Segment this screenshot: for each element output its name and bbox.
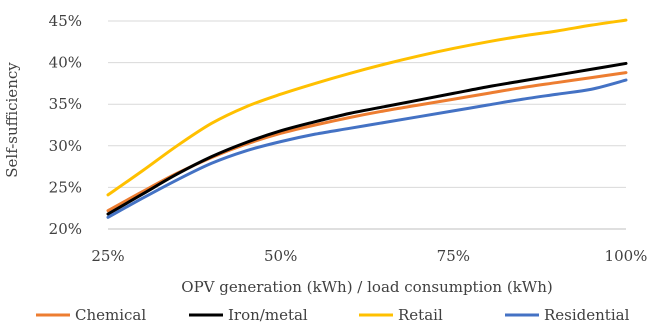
legend: Chemical Iron/metal Retail Residential (36, 306, 630, 324)
y-tick-label: 25% (49, 178, 82, 196)
y-tick-label: 45% (49, 12, 82, 30)
legend-label-iron-metal: Iron/metal (228, 306, 308, 324)
gridlines (108, 20, 626, 230)
y-tick-label: 20% (49, 220, 82, 238)
x-tick-label: 50% (264, 247, 297, 265)
y-axis-ticks: 20% 25% 30% 35% 40% 45% (49, 12, 82, 238)
y-tick-label: 35% (49, 95, 82, 113)
legend-label-residential: Residential (544, 306, 630, 324)
y-tick-label: 40% (49, 54, 82, 72)
x-axis-ticks: 25% 50% 75% 100% (91, 247, 647, 265)
y-axis-title: Self-sufficiency (3, 62, 21, 178)
series-line-retail (106, 18, 628, 197)
series-line-residential (106, 78, 628, 219)
y-tick-label: 30% (49, 137, 82, 155)
x-tick-label: 75% (437, 247, 470, 265)
x-tick-label: 100% (605, 247, 648, 265)
series-line-iron-metal (106, 61, 628, 216)
x-tick-label: 25% (91, 247, 124, 265)
x-axis-title: OPV generation (kWh) / load consumption … (181, 278, 552, 296)
series-lines (106, 18, 628, 219)
legend-label-retail: Retail (398, 306, 443, 324)
legend-label-chemical: Chemical (75, 306, 146, 324)
